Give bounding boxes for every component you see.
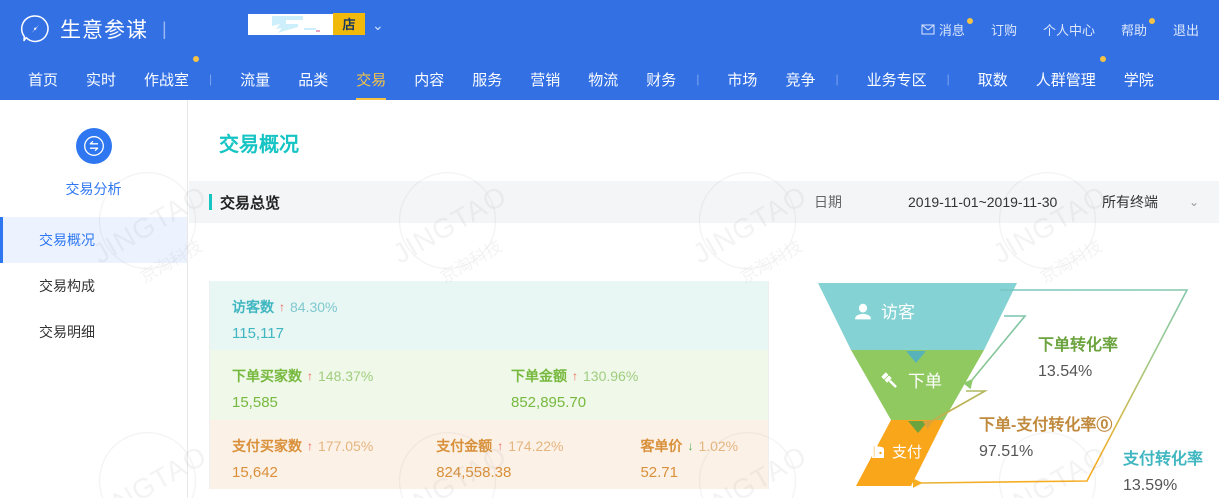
svg-text:97.51%: 97.51% (979, 443, 1033, 460)
svg-text:支付转化率: 支付转化率 (1122, 449, 1203, 468)
svg-text:支付: 支付 (892, 444, 922, 461)
svg-text:访客: 访客 (881, 303, 915, 322)
svg-text:下单-支付转化率⓪: 下单-支付转化率⓪ (979, 415, 1112, 434)
svg-text:下单转化率: 下单转化率 (1038, 335, 1118, 354)
svg-text:13.54%: 13.54% (1038, 363, 1092, 380)
svg-text:13.59%: 13.59% (1123, 477, 1177, 494)
svg-text:下单: 下单 (908, 372, 942, 391)
